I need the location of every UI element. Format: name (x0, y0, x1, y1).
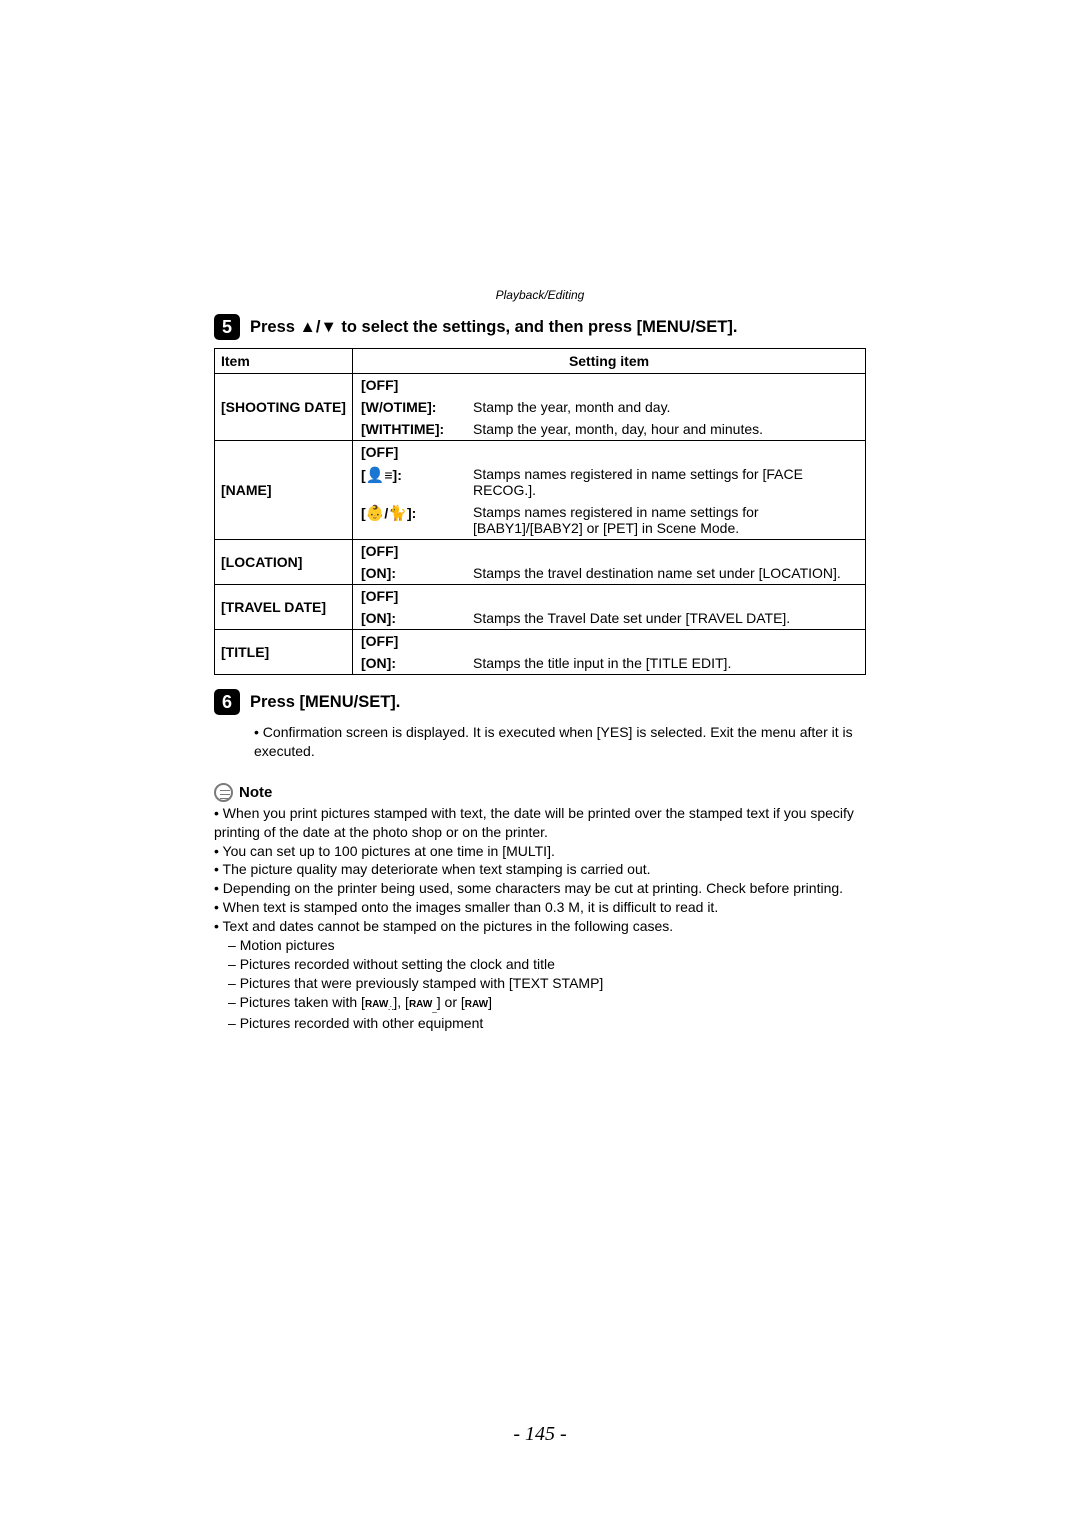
setting-key: [ON]: (361, 610, 473, 626)
note-subitem: Pictures that were previously stamped wi… (228, 974, 866, 993)
note-item: The picture quality may deteriorate when… (214, 860, 866, 879)
setting-value: Stamps the Travel Date set under [TRAVEL… (473, 610, 857, 626)
setting-row: [OFF] (353, 585, 865, 607)
setting-row: [👤≡]:Stamps names registered in name set… (353, 463, 865, 501)
setting-key: [OFF] (361, 633, 473, 649)
note-item: When text is stamped onto the images sma… (214, 898, 866, 917)
note-subitem: Pictures recorded without setting the cl… (228, 955, 866, 974)
header-setting: Setting item (353, 349, 866, 374)
setting-cell: [OFF] [ON]:Stamps the travel destination … (353, 540, 866, 585)
step-6-number: 6 (214, 689, 240, 715)
setting-row: [WITHTIME]:Stamp the year, month, day, h… (353, 418, 865, 440)
note-icon (214, 783, 233, 802)
note-header: Note (214, 783, 866, 802)
setting-value: Stamps names registered in name settings… (473, 504, 857, 536)
setting-row: [OFF] (353, 630, 865, 652)
item-cell: [SHOOTING DATE] (215, 374, 353, 441)
setting-cell: [OFF][👤≡]:Stamps names registered in nam… (353, 441, 866, 540)
setting-key: [ON]: (361, 565, 473, 581)
note-subitem: – Pictures taken with [RAW∴], [RAW_] or … (228, 993, 866, 1015)
notes-list: When you print pictures stamped with tex… (214, 804, 866, 1033)
note-item: You can set up to 100 pictures at one ti… (214, 842, 866, 861)
header-item: Item (215, 349, 353, 374)
note-label: Note (239, 784, 272, 801)
setting-row: [W/OTIME]:Stamp the year, month and day. (353, 396, 865, 418)
setting-row: [OFF] (353, 540, 865, 562)
step-6-row: 6 Press [MENU/SET]. (214, 689, 866, 715)
note-item: Text and dates cannot be stamped on the … (214, 917, 866, 936)
setting-value: Stamp the year, month, day, hour and min… (473, 421, 857, 437)
step-5-row: 5 Press ▲/▼ to select the settings, and … (214, 314, 866, 340)
item-cell: [LOCATION] (215, 540, 353, 585)
item-cell: [TITLE] (215, 630, 353, 675)
setting-key: [👶/🐈]: (361, 504, 473, 522)
setting-key: [WITHTIME]: (361, 421, 473, 437)
setting-row: [ON]:Stamps the travel destination name … (353, 562, 865, 584)
setting-row: [OFF] (353, 441, 865, 463)
breadcrumb: Playback/Editing (214, 288, 866, 302)
step-6-bullets: Confirmation screen is displayed. It is … (254, 723, 866, 761)
step-6-text: Press [MENU/SET]. (250, 693, 400, 712)
setting-key: [OFF] (361, 377, 473, 393)
setting-key: [OFF] (361, 588, 473, 604)
note-subitem: Motion pictures (228, 936, 866, 955)
step-5-number: 5 (214, 314, 240, 340)
setting-row: [OFF] (353, 374, 865, 396)
setting-row: [👶/🐈]:Stamps names registered in name se… (353, 501, 865, 539)
item-cell: [TRAVEL DATE] (215, 585, 353, 630)
setting-key: [👤≡]: (361, 466, 473, 484)
setting-key: [ON]: (361, 655, 473, 671)
page-number: - 145 - (0, 1423, 1080, 1446)
setting-key: [OFF] (361, 444, 473, 460)
setting-row: [ON]:Stamps the title input in the [TITL… (353, 652, 865, 674)
setting-value: Stamp the year, month and day. (473, 399, 857, 415)
setting-value: Stamps names registered in name settings… (473, 466, 857, 498)
setting-cell: [OFF] [ON]:Stamps the Travel Date set und… (353, 585, 866, 630)
step-5-text: Press ▲/▼ to select the settings, and th… (250, 318, 737, 337)
step-6-bullet-0: Confirmation screen is displayed. It is … (254, 723, 866, 761)
settings-table: Item Setting item [SHOOTING DATE] [OFF] [W… (214, 348, 866, 675)
item-cell: [NAME] (215, 441, 353, 540)
setting-cell: [OFF] [ON]:Stamps the title input in the … (353, 630, 866, 675)
setting-value: Stamps the travel destination name set u… (473, 565, 857, 581)
setting-row: [ON]:Stamps the Travel Date set under [T… (353, 607, 865, 629)
note-item: Depending on the printer being used, som… (214, 879, 866, 898)
setting-value: Stamps the title input in the [TITLE EDI… (473, 655, 857, 671)
note-item: When you print pictures stamped with tex… (214, 804, 866, 842)
setting-key: [OFF] (361, 543, 473, 559)
setting-key: [W/OTIME]: (361, 399, 473, 415)
note-subitem: Pictures recorded with other equipment (228, 1014, 866, 1033)
setting-cell: [OFF] [W/OTIME]:Stamp the year, month and… (353, 374, 866, 441)
